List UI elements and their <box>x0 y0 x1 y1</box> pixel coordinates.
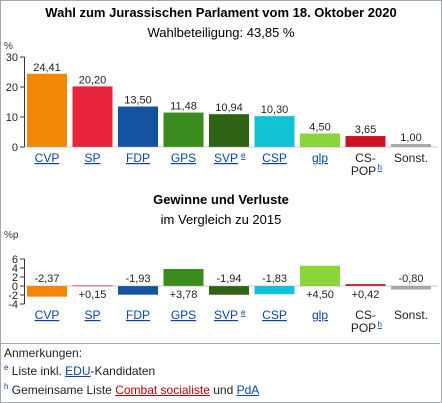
data-label: +0,15 <box>79 289 107 301</box>
y-axis-unit: %p <box>4 230 19 241</box>
y-tick-label: 2 <box>12 272 18 284</box>
footnote-marker[interactable]: e <box>4 363 9 372</box>
x-tick-label: CSP <box>262 308 287 322</box>
y-tick-label: 20 <box>6 82 18 94</box>
x-tick-label: GPS <box>171 151 196 165</box>
x-tick-label: GPS <box>171 308 196 322</box>
bar <box>27 73 67 147</box>
bar <box>391 144 431 147</box>
data-label: 10,30 <box>261 104 289 116</box>
footnote-marker: e <box>241 308 246 317</box>
x-tick-label: FDP <box>126 308 150 322</box>
notes-heading: Anmerkungen: <box>4 346 83 360</box>
y-tick-label: 0 <box>12 281 18 293</box>
data-label: 24,41 <box>33 62 61 74</box>
x-tick-label: SP <box>84 308 100 322</box>
note-text: Liste inkl. <box>11 364 66 378</box>
footnote-marker: h <box>378 163 382 172</box>
data-label: -1,94 <box>216 273 241 285</box>
chart-title: Gewinne und Verluste <box>153 192 289 207</box>
bar <box>118 106 158 147</box>
data-label: 10,94 <box>215 102 243 114</box>
note-text: -Kandidaten <box>90 364 156 378</box>
y-tick-label: 10 <box>6 112 18 124</box>
data-label: 11,48 <box>170 101 197 113</box>
y-tick-label: -4 <box>8 299 18 311</box>
results-chart: % 0 10 20 30 24,41 CVP 20,20 SP 13,50 FDP 11,48 GPS 1… <box>4 41 438 178</box>
x-tick-label: SVP <box>214 151 238 165</box>
x-tick-label: Sonst. <box>394 151 428 165</box>
bar <box>209 114 249 147</box>
bar <box>345 284 386 286</box>
bar <box>300 265 340 286</box>
chart-title: Wahl zum Jurassischen Parlament vom 18. … <box>45 5 397 20</box>
data-label: -0,80 <box>398 273 423 285</box>
bar <box>254 116 295 147</box>
bar <box>300 133 340 147</box>
note-link[interactable]: PdA <box>236 383 260 397</box>
bar <box>345 136 386 147</box>
x-tick-label: glp <box>312 151 328 165</box>
data-label: 20,20 <box>79 74 107 86</box>
x-tick-label: CS- <box>355 151 376 165</box>
x-tick-label: glp <box>312 308 328 322</box>
x-tick-label: POP <box>351 321 376 335</box>
bar <box>254 286 295 295</box>
bar <box>27 286 67 297</box>
note-item: e Liste inkl. EDU-Kandidaten <box>4 363 155 378</box>
chart-subtitle: im Vergleich zu 2015 <box>160 212 282 227</box>
x-tick-label: POP <box>351 164 376 178</box>
x-tick-label: CVP <box>35 308 60 322</box>
x-tick-label: CS- <box>355 308 376 322</box>
x-tick-label: FDP <box>126 151 150 165</box>
y-tick-label: 30 <box>6 52 18 64</box>
footnote-marker[interactable]: h <box>4 382 9 391</box>
note-text: und <box>209 383 237 397</box>
y-tick-label: -2 <box>8 290 18 302</box>
x-tick-label: SP <box>84 151 100 165</box>
y-tick-label: 4 <box>12 263 18 275</box>
x-tick-label: Sonst. <box>394 308 428 322</box>
note-link[interactable]: Combat socialiste <box>115 383 210 397</box>
bar <box>163 112 204 147</box>
y-tick-label: 0 <box>12 142 18 154</box>
data-label: 4,50 <box>309 122 330 134</box>
data-label: -1,83 <box>262 273 287 285</box>
bar <box>118 286 158 295</box>
note-item: h Gemeinsame Liste Combat socialiste und… <box>4 382 259 397</box>
footnote-marker: e <box>241 151 246 160</box>
data-label: 13,50 <box>124 95 152 107</box>
y-tick-label: 6 <box>12 254 18 266</box>
x-tick-label: CVP <box>35 151 60 165</box>
data-label: 3,65 <box>355 124 376 136</box>
x-tick-label: CSP <box>262 151 287 165</box>
data-label: +4,50 <box>306 289 334 301</box>
chart-subtitle: Wahlbeteiligung: 43,85 % <box>147 25 295 40</box>
bar <box>209 286 249 295</box>
bar <box>72 86 113 147</box>
data-label: -1,93 <box>125 273 150 285</box>
data-label: +0,42 <box>352 289 380 301</box>
y-axis-unit: % <box>4 41 13 52</box>
bar <box>163 268 204 286</box>
footnote-marker: h <box>378 320 382 329</box>
x-tick-label: SVP <box>214 308 238 322</box>
notes-section: Anmerkungen: e Liste inkl. EDU-Kandidate… <box>0 343 440 397</box>
data-label: +3,78 <box>170 289 198 301</box>
note-link[interactable]: EDU <box>65 364 91 378</box>
data-label: -2,37 <box>34 273 59 285</box>
note-text: Gemeinsame Liste <box>11 383 116 397</box>
bar <box>391 286 431 290</box>
data-label: 1,00 <box>400 132 421 144</box>
